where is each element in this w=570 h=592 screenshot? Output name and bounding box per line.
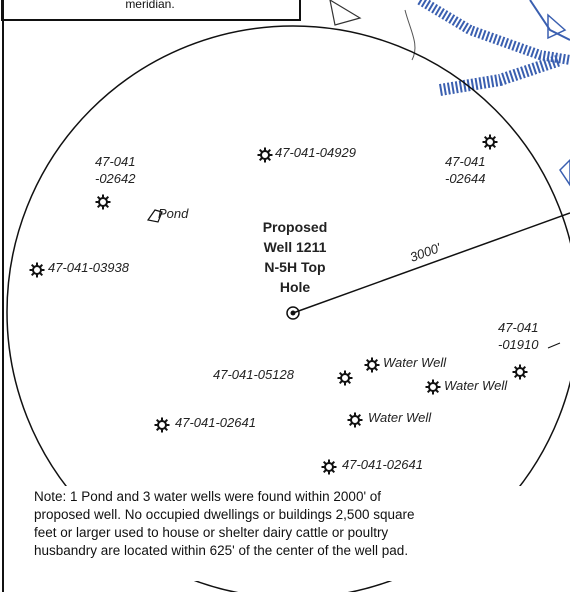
well-ring (32, 265, 42, 275)
well-symbol (425, 379, 441, 395)
well-spike (522, 365, 527, 370)
well-symbol (512, 364, 528, 380)
radius-line (292, 212, 570, 314)
well-spike (435, 380, 440, 385)
map-label: -01910 (498, 337, 539, 352)
map-label: 47-041 (498, 320, 538, 335)
well-spike (96, 204, 101, 209)
map-label: 47-041 (95, 154, 135, 169)
well-spike (322, 469, 327, 474)
note-line: proposed well. No occupied dwellings or … (34, 507, 415, 522)
well-spike (483, 144, 488, 149)
center-label: Well 1211 (264, 239, 327, 255)
note-line: feet or larger used to house or shelter … (34, 525, 388, 540)
well-ring (324, 462, 334, 472)
map-label: Water Well (444, 378, 508, 393)
well-spike (164, 418, 169, 423)
well-symbol (257, 147, 273, 163)
map-label: Water Well (383, 355, 447, 370)
map-label: 47-041-05128 (213, 367, 295, 382)
well-spike (105, 195, 110, 200)
well-spike (357, 422, 362, 427)
well-ring (340, 373, 350, 383)
well-spike (357, 413, 362, 418)
well-spike (348, 413, 353, 418)
center-label: Hole (280, 279, 311, 295)
well-spike (492, 135, 497, 140)
header-text: meridian. (125, 0, 174, 11)
well-symbol (321, 459, 337, 475)
well-ring (260, 150, 270, 160)
well-spike (164, 427, 169, 432)
well-spike (374, 367, 379, 372)
well-ring (157, 420, 167, 430)
well-ring (350, 415, 360, 425)
map-label: 47-041-02641 (175, 415, 256, 430)
center-label: Proposed (263, 219, 328, 235)
road-hatching (329, 0, 570, 187)
well-spike (30, 263, 35, 268)
label-leader (547, 342, 561, 349)
well-spike (522, 374, 527, 379)
well-spike (39, 272, 44, 277)
well-spike (39, 263, 44, 268)
well-symbol (337, 370, 353, 386)
well-spike (322, 460, 327, 465)
well-symbol (364, 357, 380, 373)
well-spike (105, 204, 110, 209)
map-label: 47-041-04929 (275, 145, 356, 160)
well-spike (513, 374, 518, 379)
pond-symbol (146, 209, 163, 223)
well-spike (483, 135, 488, 140)
note-line: husbandry are located within 625' of the… (34, 543, 408, 558)
well-spike (258, 157, 263, 162)
well-symbol (482, 134, 498, 150)
map-label: 47-041-02641 (342, 457, 423, 472)
well-spike (426, 380, 431, 385)
well-target (286, 306, 300, 320)
well-spike (331, 469, 336, 474)
well-spike (513, 365, 518, 370)
well-spike (267, 148, 272, 153)
well-spike (155, 418, 160, 423)
well-symbol (29, 262, 45, 278)
note-backdrop (30, 486, 570, 581)
well-ring (515, 367, 525, 377)
map-label: -02644 (445, 171, 485, 186)
well-ring (98, 197, 108, 207)
radius-circle (6, 25, 570, 592)
map-label: Pond (158, 206, 189, 221)
well-symbol (95, 194, 111, 210)
well-spike (338, 371, 343, 376)
well-spike (347, 371, 352, 376)
well-spike (155, 427, 160, 432)
well-spike (338, 380, 343, 385)
well-spike (365, 367, 370, 372)
well-spike (96, 195, 101, 200)
well-spike (435, 389, 440, 394)
well-symbol (154, 417, 170, 433)
well-spike (365, 358, 370, 363)
well-ring (485, 137, 495, 147)
well-spike (267, 157, 272, 162)
well-spike (492, 144, 497, 149)
well-spike (258, 148, 263, 153)
map-label: -02642 (95, 171, 136, 186)
well-ring (428, 382, 438, 392)
well-symbol (347, 412, 363, 428)
center-label: N-5H Top (264, 259, 325, 275)
well-spike (426, 389, 431, 394)
well-spike (331, 460, 336, 465)
well-spike (348, 422, 353, 427)
map-label: 47-041 (445, 154, 485, 169)
note-line: Note: 1 Pond and 3 water wells were foun… (34, 489, 381, 504)
well-spike (347, 380, 352, 385)
map-label: 47-041-03938 (48, 260, 130, 275)
well-spike (374, 358, 379, 363)
map-label: Water Well (368, 410, 432, 425)
well-spike (30, 272, 35, 277)
well-ring (367, 360, 377, 370)
